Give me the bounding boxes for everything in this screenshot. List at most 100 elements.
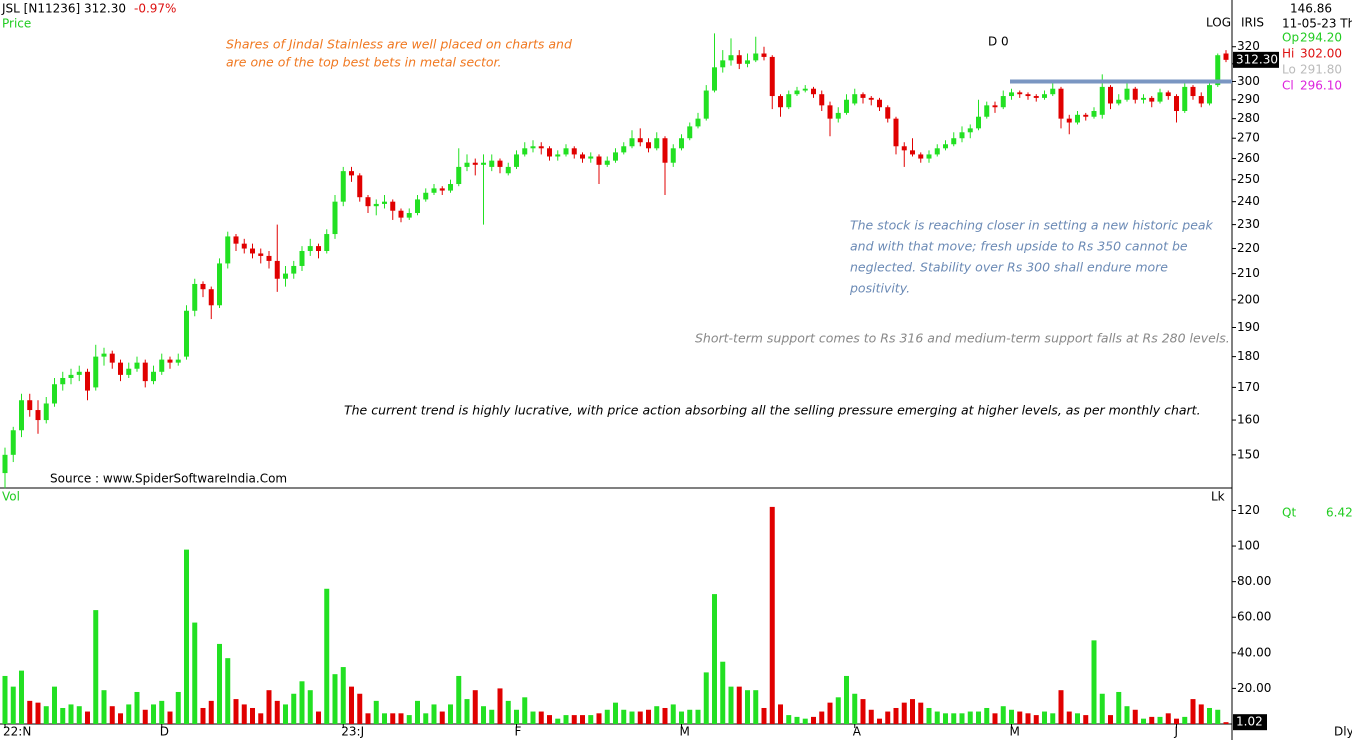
candle-body [10,430,16,455]
x-tick-label: 22:N [3,725,31,739]
candle-body [406,213,412,218]
volume-bar [43,706,49,724]
volume-bar [217,643,222,724]
info-label: Op [1282,31,1299,45]
candle-body [984,105,990,117]
volume-bar [1116,691,1122,724]
candle-body [349,171,354,176]
candle-body [1124,88,1130,100]
candle-body [943,144,948,149]
candle-body [85,371,90,391]
volume-bar [530,711,536,724]
candle-body [637,138,643,143]
candle-body [844,99,849,113]
candle-body [1033,96,1039,98]
candle-body [967,128,973,133]
volume-bar [588,715,594,724]
candle-body [1223,53,1229,60]
volume-bar [101,690,107,724]
candle-body [646,142,651,149]
volume-bar [398,713,404,724]
candle-body [126,368,132,375]
candle-body [687,126,693,139]
volume-bar [167,711,173,724]
volume-bar [1174,718,1179,724]
candle-body [720,60,726,68]
candle-body [679,138,684,149]
volume-bar [679,711,684,724]
volume-bar [926,707,932,724]
volume-bar [291,693,297,724]
volume-bar [1000,706,1006,724]
y-tick-label: 150 [1237,447,1260,461]
volume-bar [745,690,750,724]
volume-bar [514,709,519,724]
candle-body [93,356,99,388]
volume-bar [1165,713,1171,724]
volume-bar [118,713,123,724]
candle-body [27,400,33,411]
candle-body [439,188,445,191]
volume-bar [151,704,156,724]
volume-bar [159,700,165,724]
volume-bar [93,610,99,724]
volume-bar [274,700,280,724]
candle-body [431,188,437,193]
candle-body [52,384,57,404]
candle-body [588,156,594,159]
candle-body [151,371,156,382]
volume-bar [415,700,420,724]
volume-bar [580,715,585,724]
volume-bar [225,658,231,724]
volume-bar [52,686,57,724]
candle-body [670,148,676,163]
volume-bar [637,711,643,724]
candle-body [159,359,165,372]
candle-body [934,148,940,155]
volume-bar [142,709,148,724]
volume-bar [340,667,346,724]
volume-bar [250,707,255,724]
volume-bar [819,711,825,724]
candle-body [299,250,305,266]
annotation: Short-term support comes to Rs 316 and m… [695,331,1230,346]
candle-body [1149,97,1155,102]
candle-body [736,55,742,64]
candle-body [555,154,561,157]
volume-bar [1182,716,1188,724]
volume-bar [109,706,115,724]
log-label: LOG [1206,16,1231,30]
candle-body [35,410,41,421]
volume-bar [1017,711,1023,724]
info-value: 294.20 [1300,31,1342,45]
volume-bar [522,697,528,724]
volume-bar [456,675,462,724]
annotation: The stock is reaching closer in setting … [850,218,1214,233]
volume-bar [1132,709,1138,724]
candle-body [761,53,767,57]
candle-body [1075,114,1080,123]
y-tick-label: 290 [1237,92,1260,106]
volume-bar [373,700,379,724]
vol-label: Vol [2,490,20,504]
volume-bar [670,704,676,724]
volume-bar [761,707,767,724]
candle-body [1058,88,1064,119]
candle-body [316,246,321,251]
price: 312.30 [84,2,126,16]
candle-body [835,112,841,119]
volume-bar [844,675,849,724]
candle-body [522,148,528,155]
volume-bar [802,718,808,724]
annotation: and with that move; fresh upside to Rs 3… [850,239,1188,254]
change: -0.97% [134,2,176,16]
candle-body [794,90,800,95]
volume-bar [1190,699,1196,724]
candle-body [992,105,998,108]
vol-tick-label: 120 [1237,503,1260,517]
candle-body [959,132,965,139]
candle-body [1190,86,1196,97]
volume-bar [60,707,66,724]
x-tick-label: 23:J [341,725,364,739]
candle-body [712,67,717,91]
